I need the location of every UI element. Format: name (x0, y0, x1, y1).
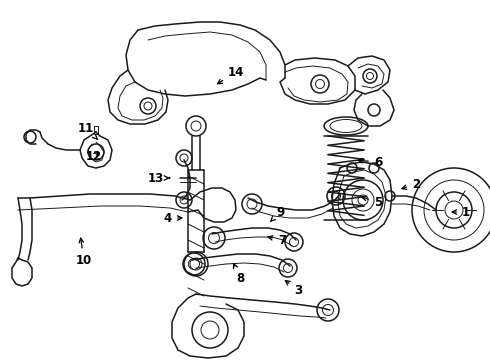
Text: 2: 2 (402, 177, 420, 190)
Text: 10: 10 (76, 238, 92, 266)
Text: 1: 1 (452, 206, 470, 219)
Text: 6: 6 (358, 156, 382, 168)
Text: 4: 4 (164, 211, 182, 225)
Text: 3: 3 (285, 280, 302, 297)
Text: 8: 8 (233, 264, 244, 284)
Text: 13: 13 (148, 171, 170, 184)
Text: 7: 7 (268, 234, 286, 247)
Text: 5: 5 (362, 195, 382, 208)
Text: 11: 11 (78, 122, 98, 139)
Text: 12: 12 (86, 149, 102, 162)
Text: 14: 14 (218, 66, 244, 84)
Text: 9: 9 (271, 206, 284, 221)
